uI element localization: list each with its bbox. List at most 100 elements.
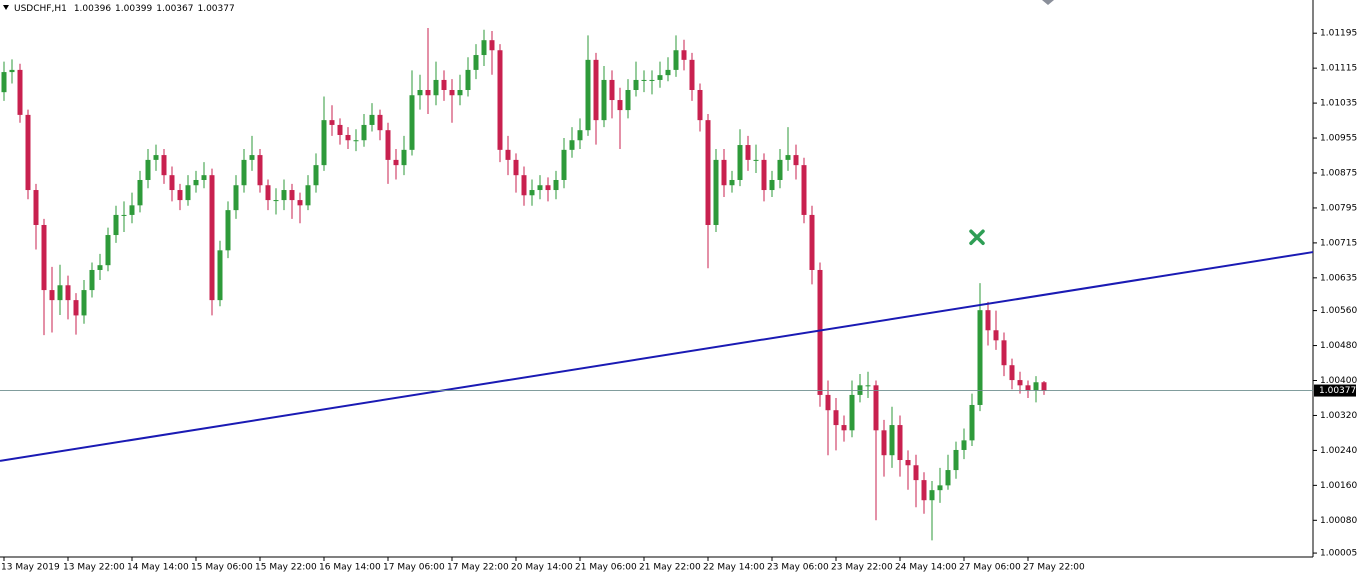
candle-body [137, 179, 143, 206]
candle-body [689, 59, 695, 90]
candle-body [817, 269, 823, 395]
candle-body [161, 155, 167, 176]
header-high: 1.00399 [115, 4, 152, 14]
candle-body [769, 179, 775, 191]
signal-marker [969, 229, 985, 245]
candle-body [377, 114, 383, 131]
y-tick-label: 1.01035 [1320, 99, 1357, 109]
candle-body [833, 410, 839, 426]
candle-body [825, 394, 831, 411]
candle-body [257, 155, 263, 186]
candle-body [929, 490, 935, 501]
candle-body [649, 79, 655, 81]
candle-body [921, 480, 927, 501]
x-tick-label: 24 May 14:00 [895, 563, 957, 573]
y-tick-label: 1.00240 [1320, 446, 1357, 456]
candle-body [233, 185, 239, 211]
y-tick-label: 1.00160 [1320, 481, 1357, 491]
candle-body [841, 425, 847, 431]
candle-body [361, 124, 367, 141]
x-tick-label: 23 May 22:00 [831, 563, 893, 573]
candle-body [657, 75, 663, 80]
candle-body [585, 59, 591, 131]
y-tick-label: 1.00875 [1320, 168, 1357, 178]
candle-body [561, 149, 567, 180]
candle-body [489, 40, 495, 51]
candle-body [569, 140, 575, 150]
candle-body [537, 185, 543, 191]
candle-body [473, 55, 479, 70]
candle-body [521, 175, 527, 196]
candle-body [49, 290, 55, 301]
candle-body [289, 190, 295, 201]
candle-body [665, 69, 671, 76]
candle-body [897, 425, 903, 461]
candle-body [497, 50, 503, 150]
x-tick-label: 15 May 06:00 [191, 563, 253, 573]
x-tick-label: 14 May 14:00 [127, 563, 189, 573]
candle-body [609, 79, 615, 101]
x-tick-label: 22 May 14:00 [703, 563, 765, 573]
candle-body [969, 404, 975, 441]
candle-body [385, 130, 391, 160]
header-low: 1.00367 [156, 4, 193, 14]
candle-body [713, 159, 719, 225]
candle-body [425, 89, 431, 96]
candle-body [633, 79, 639, 90]
y-tick-label: 1.00560 [1320, 306, 1357, 316]
candle-body [977, 310, 983, 405]
candle-body [953, 449, 959, 471]
candle-body [889, 425, 895, 456]
candle-body [1025, 385, 1031, 391]
candle-body [641, 79, 647, 81]
candle-body [681, 50, 687, 60]
candle-body [129, 205, 135, 215]
candle-body [17, 69, 23, 115]
candle-body [721, 159, 727, 186]
candle-body [753, 159, 759, 161]
candle-body [857, 385, 863, 395]
candle-body [65, 285, 71, 301]
candle-body [705, 120, 711, 225]
candle-body [793, 155, 799, 166]
symbol-menu-arrow[interactable] [3, 5, 9, 10]
y-tick-label: 1.00080 [1320, 516, 1357, 526]
candle-body [265, 185, 271, 201]
candle-body [41, 224, 47, 291]
candle-body [329, 120, 335, 125]
candle-body [281, 190, 287, 201]
candle-body [729, 179, 735, 186]
candle-body [401, 149, 407, 166]
candle-body [57, 285, 63, 301]
candle-body [273, 200, 279, 202]
candle-body [73, 300, 79, 316]
candle-body [745, 145, 751, 160]
candle-body [761, 159, 767, 191]
y-tick-label: 1.00635 [1320, 273, 1357, 283]
candle-body [433, 79, 439, 96]
y-tick-label: 1.00795 [1320, 203, 1357, 213]
header-close: 1.00377 [197, 4, 234, 14]
candle-body [809, 214, 815, 270]
x-tick-label: 13 May 22:00 [63, 563, 125, 573]
candle-body [737, 145, 743, 180]
candle-body [217, 250, 223, 301]
candle-body [553, 179, 559, 191]
x-tick-label: 17 May 06:00 [383, 563, 445, 573]
candle-body [145, 159, 151, 180]
candle-body [505, 149, 511, 160]
candle-body [153, 155, 159, 160]
symbol: USDCHF,H1 [14, 4, 67, 14]
x-tick-label: 27 May 22:00 [1023, 563, 1085, 573]
candle-body [193, 179, 199, 186]
x-tick-label: 21 May 06:00 [575, 563, 637, 573]
candle-body [697, 89, 703, 121]
candle-body [313, 165, 319, 186]
candle-body [881, 430, 887, 456]
candle-body [113, 214, 119, 236]
candle-body [241, 159, 247, 186]
candle-body [465, 69, 471, 90]
candle-body [673, 50, 679, 70]
y-tick-label: 1.00715 [1320, 238, 1357, 248]
